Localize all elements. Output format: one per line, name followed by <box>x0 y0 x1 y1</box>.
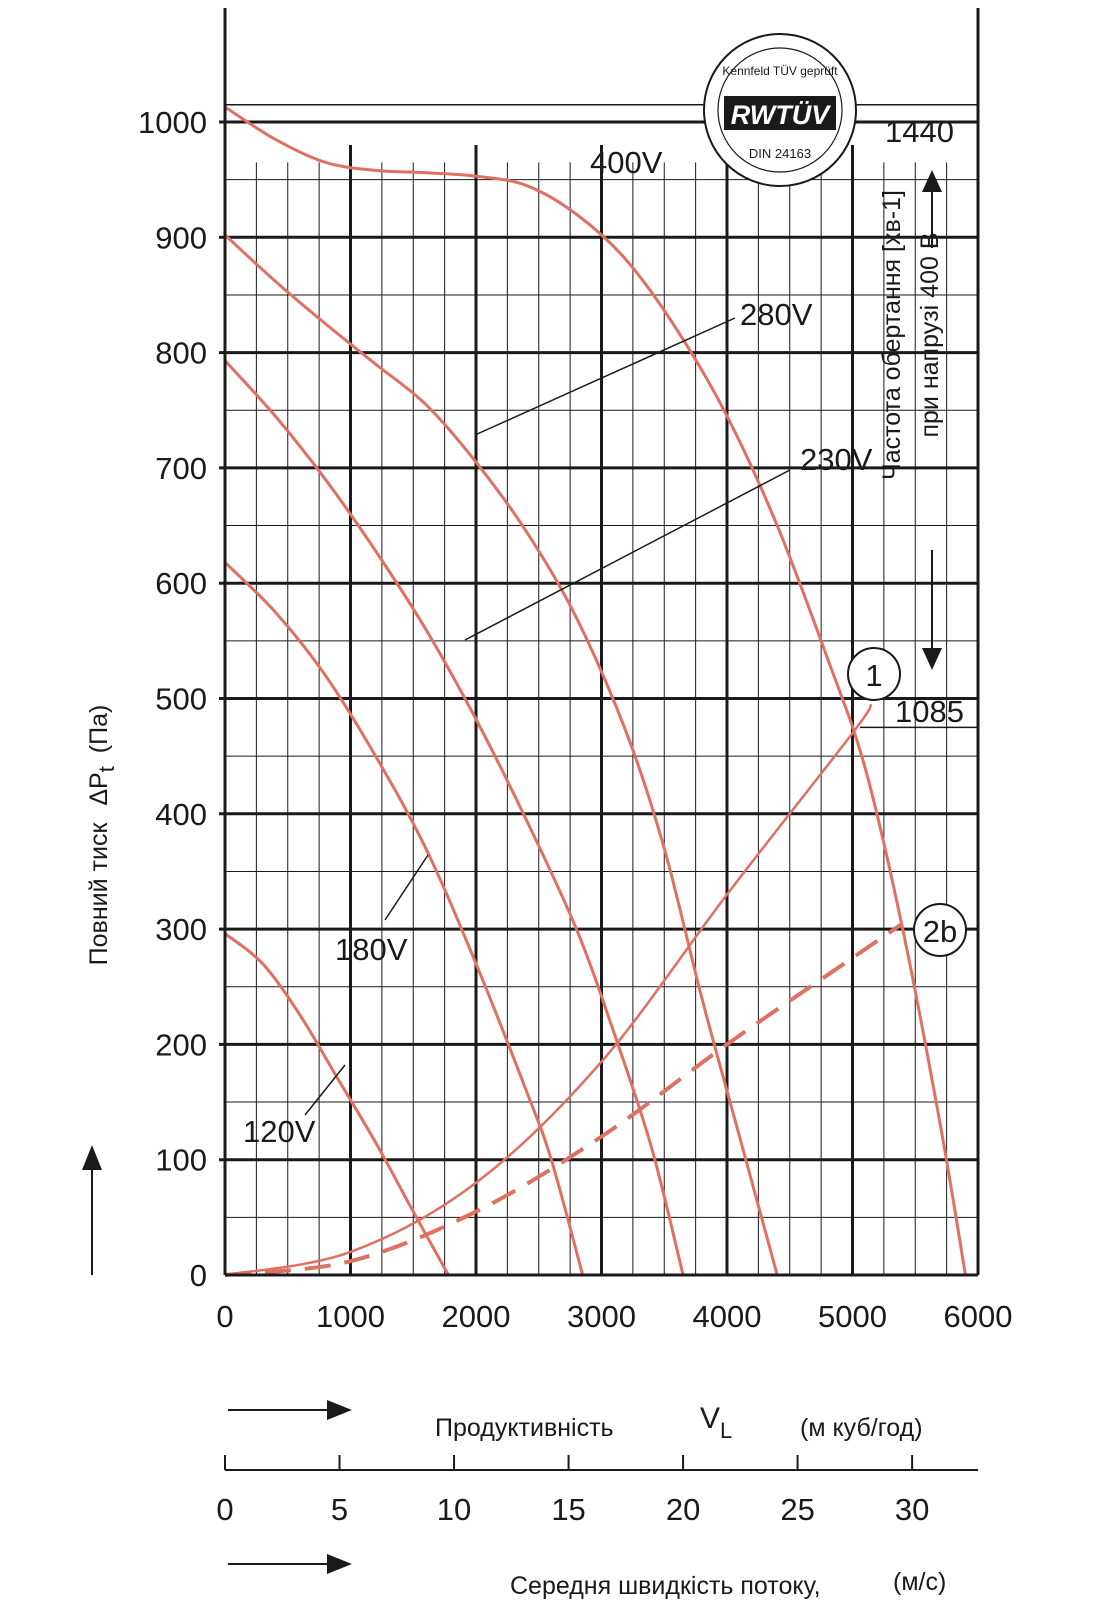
y-tick-0: 0 <box>190 1258 207 1293</box>
marker-1-circle <box>847 647 901 701</box>
label-180v: 180V <box>335 932 408 967</box>
x-tick-2000: 2000 <box>442 1299 511 1334</box>
label-400v: 400V <box>590 145 663 180</box>
x2-ticks: 0 5 10 15 20 25 30 <box>216 1455 929 1527</box>
x-tick-0: 0 <box>216 1299 233 1334</box>
x-tick-4000: 4000 <box>693 1299 762 1334</box>
leader-230v <box>464 469 791 641</box>
x2-tick-5: 5 <box>331 1492 348 1527</box>
label-230v: 230V <box>800 442 873 477</box>
x2-axis-unit: (м/с) <box>893 1568 946 1596</box>
right-axis-label: Частота обертання [хв-1] при напрузі 400… <box>878 190 944 480</box>
system-curve-2b <box>224 921 904 1277</box>
x-tick-1000: 1000 <box>316 1299 385 1334</box>
fan-curve-280v <box>223 233 779 1276</box>
y-tick-700: 700 <box>155 451 207 486</box>
logo-bottom-text: DIN 24163 <box>749 146 811 161</box>
label-120v: 120V <box>243 1114 316 1149</box>
right-label-line1: Частота обертання [хв-1] <box>878 190 906 480</box>
y-tick-800: 800 <box>155 336 207 371</box>
leader-120v <box>304 1064 346 1116</box>
fan-curve-180v <box>223 561 585 1276</box>
fan-curves <box>223 105 967 1277</box>
y-axis-title: Повний тиск ΔPt (Па) <box>85 705 120 966</box>
leader-280v <box>474 317 736 436</box>
x-tick-6000: 6000 <box>944 1299 1013 1334</box>
leader-180v <box>384 854 429 921</box>
right-label-line2: при напрузі 400 В <box>916 232 944 437</box>
x-tick-labels: 0 1000 2000 3000 4000 5000 6000 <box>216 1299 1012 1334</box>
x-axis-label: Продуктивність <box>435 1414 614 1442</box>
fan-curve-120v <box>224 932 450 1276</box>
logo-text: RWTÜV <box>731 100 831 130</box>
x-tick-3000: 3000 <box>567 1299 636 1334</box>
fan-curve-230v <box>223 359 685 1276</box>
y-tick-400: 400 <box>155 797 207 832</box>
y-tick-labels: 0 100 200 300 400 500 600 700 800 900 1000 <box>138 105 207 1293</box>
marker-2b-label: 2b <box>923 914 957 949</box>
x2-arrow-icon <box>228 1554 352 1574</box>
y-axis-symbol-sub: t <box>94 766 119 772</box>
x2-tick-10: 10 <box>437 1492 471 1527</box>
y-axis-symbol: ΔP <box>85 772 113 805</box>
y-tick-900: 900 <box>155 220 207 255</box>
svg-text:Повний тиск ΔPt (П: Повний тиск ΔPt (Па) <box>85 705 120 966</box>
y-tick-500: 500 <box>155 682 207 717</box>
x2-tick-30: 30 <box>895 1492 929 1527</box>
x-tick-5000: 5000 <box>818 1299 887 1334</box>
y-arrow-icon <box>82 1145 102 1275</box>
x2-tick-15: 15 <box>551 1492 585 1527</box>
x2-tick-0: 0 <box>216 1492 233 1527</box>
system-curve-1 <box>224 703 873 1277</box>
y-tick-600: 600 <box>155 566 207 601</box>
y-axis-label: Повний тиск <box>85 822 113 966</box>
logo-top-text: Kennfeld TÜV geprüft <box>722 64 838 78</box>
right-arrow-down-icon <box>922 550 942 670</box>
y-tick-200: 200 <box>155 1027 207 1062</box>
x-arrow-icon <box>228 1400 352 1420</box>
marker-1-label: 1 <box>865 658 882 693</box>
label-280v: 280V <box>740 297 813 332</box>
y-tick-300: 300 <box>155 912 207 947</box>
rwtuv-logo: RWTÜV Kennfeld TÜV geprüft DIN 24163 <box>703 33 857 187</box>
x2-axis-label: Середня швидкість потоку, <box>510 1572 821 1600</box>
rpm-max-value: 1440 <box>885 114 954 149</box>
y-tick-100: 100 <box>155 1143 207 1178</box>
y-tick-1000: 1000 <box>138 105 207 140</box>
fan-curve-400v <box>224 105 967 1276</box>
y-axis-unit: (Па) <box>85 705 113 754</box>
marker-2b-circle <box>913 903 967 957</box>
x2-tick-25: 25 <box>780 1492 814 1527</box>
x-axis-symbol: VL <box>700 1402 732 1443</box>
x-axis-unit: (м куб/год) <box>800 1414 923 1442</box>
right-arrow-up-icon <box>922 170 942 248</box>
rpm-min-value: 1085 <box>895 694 964 729</box>
x2-tick-20: 20 <box>666 1492 700 1527</box>
